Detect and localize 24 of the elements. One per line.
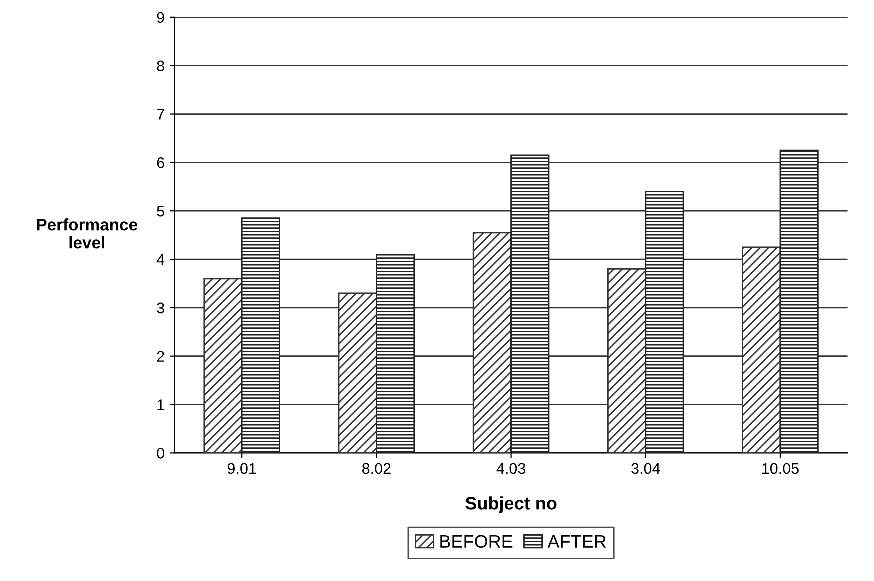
bar [645, 191, 684, 454]
y-tick-label: 7 [157, 109, 164, 120]
y-tick-label: 8 [157, 60, 164, 72]
y-tick-label: 6 [157, 158, 164, 168]
x-tick-label: 10.05 [762, 463, 799, 474]
bar [241, 218, 280, 454]
y-tick-label: 1 [158, 400, 164, 410]
y-tick-label: 2 [157, 351, 164, 362]
x-tick-label: 3.04 [632, 463, 660, 474]
x-tick-label: 4.03 [496, 463, 526, 474]
y-tick-label: 5 [157, 206, 164, 217]
y-tick-label: 0 [157, 448, 164, 459]
y-tick-label: 9 [157, 12, 164, 24]
y-tick-label: 3 [157, 302, 164, 314]
y-axis-title: Performance level [37, 218, 138, 249]
x-tick-label: 9.01 [228, 463, 256, 474]
x-tick-label: 8.02 [362, 463, 391, 474]
y-tick-label: 4 [156, 254, 165, 266]
legend-label: AFTER [548, 535, 606, 548]
bar [376, 254, 416, 454]
x-axis-title: Subject no [466, 496, 557, 514]
bar [510, 154, 550, 454]
bar [780, 150, 819, 454]
legend-label: BEFORE [440, 535, 513, 548]
